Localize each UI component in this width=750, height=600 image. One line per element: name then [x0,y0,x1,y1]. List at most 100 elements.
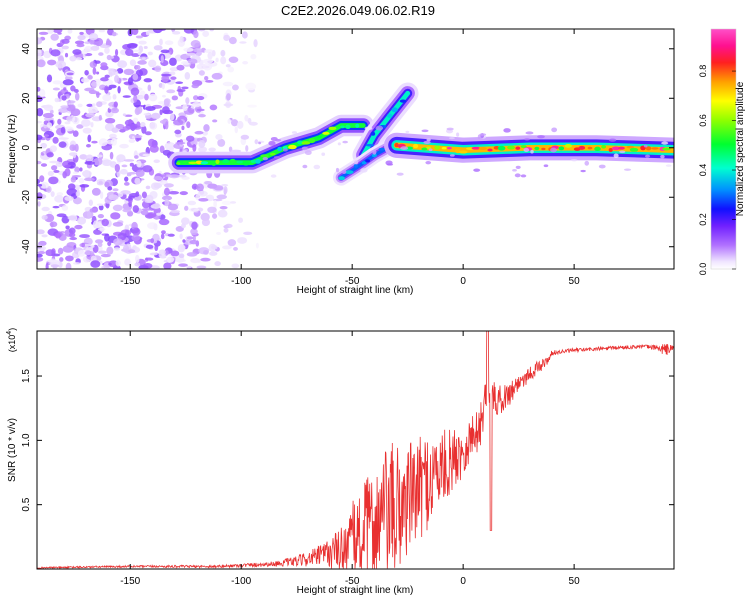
noise-blob [183,29,194,34]
noise-blob [93,229,103,235]
noise-blob [114,74,120,83]
noise-blob [116,68,124,74]
noise-blob [98,204,104,211]
noise-blob [227,118,232,124]
noise-blob [51,165,58,171]
noise-blob [112,221,124,227]
noise-blob [112,204,123,212]
noise-blob [181,125,185,131]
noise-blob [91,187,101,196]
faint-blob [477,134,481,140]
noise-blob [120,168,128,175]
noise-blob [89,208,99,213]
noise-blob [82,127,92,134]
ridge-hotspot [340,125,345,129]
noise-blob [207,206,217,214]
noise-blob [84,69,89,76]
faint-blob [525,131,534,135]
noise-blob [167,203,179,211]
noise-blob [253,39,258,48]
noise-blob [194,130,204,135]
ridge-hotspot [487,148,493,152]
noise-blob [140,121,146,128]
noise-blob [67,183,76,191]
faint-blob [423,140,431,145]
noise-blob [215,133,223,140]
noise-blob [90,121,94,128]
noise-blob [175,81,184,85]
ridge-hotspot [458,150,468,154]
noise-blob [177,174,187,178]
noise-blob [198,198,209,202]
faint-blob [448,137,455,140]
ridge-hotspot [282,146,288,150]
faint-blob [479,133,487,136]
noise-blob [107,186,113,191]
noise-blob [232,84,239,91]
noise-blob [208,147,216,152]
noise-blob [221,183,229,187]
faint-blob [321,152,326,156]
ridge-hotspot [315,135,323,138]
noise-blob [68,232,76,238]
noise-blob [186,52,197,56]
noise-blob [79,234,90,239]
noise-blob [182,239,186,243]
noise-blob [167,233,175,237]
noise-blob [160,174,167,177]
faint-blob [342,140,348,144]
noise-blob [106,38,111,47]
noise-blob [219,206,228,210]
noise-blob [129,162,135,167]
noise-blob [148,93,158,102]
ridge-hotspot [558,146,565,151]
noise-blob [198,146,208,153]
noise-blob [132,73,139,81]
x-tick-label: -50 [345,576,360,587]
noise-blob [37,201,41,207]
noise-blob [62,245,74,253]
faint-blob [619,150,626,154]
noise-blob [122,126,130,131]
ridge-hotspot [515,146,521,150]
noise-blob [93,157,103,166]
noise-blob [100,253,111,258]
noise-blob [63,87,67,91]
noise-blob [190,228,198,236]
noise-blob [217,138,226,147]
noise-blob [160,73,172,77]
y-tick-label: 0.5 [21,497,32,511]
noise-blob [104,85,109,94]
ridge-hotspot [434,145,441,150]
ridge-hotspot [361,161,367,165]
noise-blob [98,250,107,254]
ridge-hotspot [301,141,311,145]
noise-blob [137,51,142,56]
ridge-hotspot [195,160,203,165]
noise-blob [37,160,42,165]
noise-blob [79,184,90,188]
noise-blob [43,117,54,121]
faint-blob [372,149,377,155]
noise-blob [96,203,104,207]
noise-blob [153,182,163,189]
ridge-hotspot [176,162,181,165]
noise-blob [141,191,148,199]
noise-blob [230,119,239,127]
noise-blob [192,95,199,101]
noise-blob [134,134,143,139]
noise-blob [234,126,239,134]
noise-blob [202,30,210,37]
faint-blob [258,141,262,145]
ridge-hotspot [413,143,419,149]
noise-blob [52,205,60,209]
y-tick-label: 40 [21,43,32,55]
noise-blob [106,54,112,61]
noise-blob [120,190,131,195]
noise-blob [61,95,67,101]
noise-blob [193,30,199,39]
noise-blob [108,68,116,76]
noise-blob [101,218,109,227]
noise-blob [248,121,258,126]
noise-blob [153,175,163,181]
